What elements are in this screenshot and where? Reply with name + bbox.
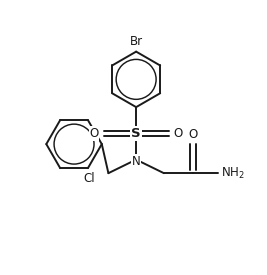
Text: O: O: [188, 128, 198, 141]
Text: NH$_2$: NH$_2$: [221, 166, 245, 181]
Text: S: S: [131, 127, 141, 140]
Text: Br: Br: [129, 35, 143, 48]
Text: O: O: [90, 127, 99, 140]
Text: O: O: [173, 127, 183, 140]
Text: N: N: [132, 155, 140, 168]
Text: Cl: Cl: [83, 172, 95, 185]
